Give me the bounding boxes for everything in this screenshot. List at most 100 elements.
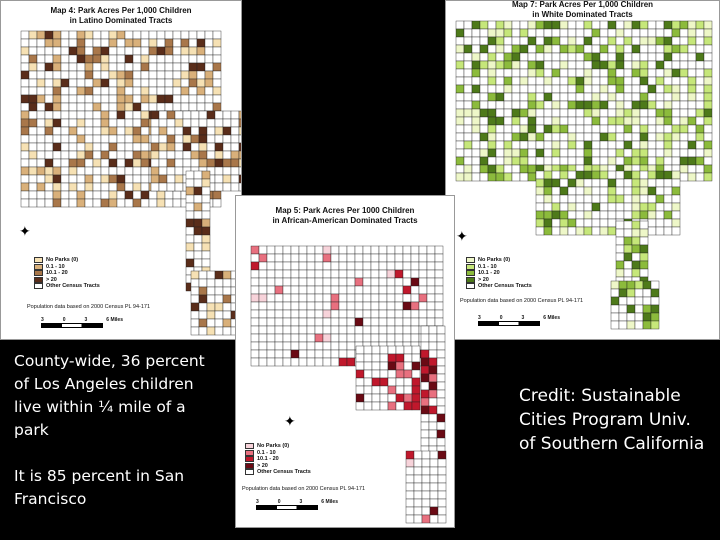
census-tract	[615, 36, 625, 46]
census-tract	[591, 60, 601, 70]
census-tract	[84, 38, 94, 48]
census-tract	[20, 62, 30, 72]
census-tract	[503, 76, 513, 86]
census-tract	[132, 134, 142, 144]
census-tract	[198, 118, 208, 128]
census-tract	[164, 78, 174, 88]
census-tract	[362, 261, 372, 271]
census-tract	[663, 108, 673, 118]
census-tract	[679, 132, 689, 142]
census-tract	[607, 186, 617, 196]
census-tract	[583, 156, 593, 166]
census-tract	[201, 210, 211, 220]
census-tract	[519, 148, 529, 158]
census-tract	[671, 36, 681, 46]
census-tract	[437, 498, 447, 508]
census-tract	[44, 110, 54, 120]
census-tract	[687, 164, 697, 174]
census-tract	[471, 68, 481, 78]
census-tract	[631, 244, 641, 254]
census-tract	[185, 202, 195, 212]
census-tract	[631, 236, 641, 246]
census-tract	[164, 46, 174, 56]
census-tract	[379, 377, 389, 387]
census-tract	[190, 158, 200, 168]
census-tract	[60, 198, 70, 208]
census-tract	[591, 116, 601, 126]
census-tract	[174, 150, 184, 160]
census-tract	[551, 148, 561, 158]
census-tract	[164, 30, 174, 40]
census-tract	[535, 52, 545, 62]
census-tract	[503, 68, 513, 78]
census-tract	[575, 218, 585, 228]
census-tract	[471, 140, 481, 150]
census-tract	[266, 253, 276, 263]
census-tract	[204, 78, 214, 88]
census-tract	[274, 261, 284, 271]
census-tract	[338, 269, 348, 279]
census-tract	[591, 148, 601, 158]
map-latino-tracts: ✦ Map 4: Park Acres Per 1,000 Children i…	[0, 0, 242, 340]
census-tract	[282, 253, 292, 263]
census-tract	[551, 52, 561, 62]
census-tract	[306, 285, 316, 295]
census-tract	[196, 46, 206, 56]
census-tract	[663, 140, 673, 150]
census-tract	[495, 124, 505, 134]
census-tract	[378, 309, 388, 319]
title-line: in White Dominated Tracts	[532, 10, 633, 19]
census-tract	[60, 118, 70, 128]
census-tract	[68, 78, 78, 88]
census-tract	[116, 166, 126, 176]
census-tract	[156, 78, 166, 88]
census-tract	[639, 178, 649, 188]
census-tract	[463, 68, 473, 78]
census-tract	[647, 108, 657, 118]
census-tract	[76, 126, 86, 136]
census-tract	[274, 269, 284, 279]
census-tract	[599, 116, 609, 126]
census-tract	[258, 253, 268, 263]
census-tract	[610, 288, 620, 298]
census-tract	[230, 182, 240, 192]
census-tract	[190, 310, 200, 320]
census-tract	[206, 286, 216, 296]
census-tract	[687, 84, 697, 94]
census-tract	[330, 261, 340, 271]
census-tract	[503, 52, 513, 62]
legend-label: > 20	[46, 276, 57, 283]
census-tract	[623, 140, 633, 150]
census-tract	[387, 345, 397, 355]
census-tract	[455, 116, 465, 126]
census-tract	[639, 260, 649, 270]
census-tract	[28, 70, 38, 80]
census-tract	[238, 142, 241, 152]
census-tract	[282, 277, 292, 287]
census-tract	[575, 76, 585, 86]
census-tract	[206, 302, 216, 312]
census-tract	[426, 317, 436, 327]
census-tract	[543, 148, 553, 158]
census-tract	[655, 186, 665, 196]
census-tract	[583, 76, 593, 86]
census-tract	[180, 46, 190, 56]
census-tract	[551, 116, 561, 126]
census-tract	[551, 20, 561, 30]
census-tract	[206, 270, 216, 280]
census-tract	[626, 296, 636, 306]
census-tract	[527, 76, 537, 86]
census-tract	[403, 353, 413, 363]
legend-label: 10.1 - 20	[46, 270, 68, 276]
census-tract	[655, 36, 665, 46]
census-tract	[471, 164, 481, 174]
census-tract	[140, 174, 150, 184]
census-tract	[338, 285, 348, 295]
census-tract	[703, 132, 713, 142]
census-tract	[84, 62, 94, 72]
census-tract	[306, 341, 316, 351]
census-tract	[60, 174, 70, 184]
census-tract	[28, 46, 38, 56]
census-tract	[282, 301, 292, 311]
census-tract	[687, 148, 697, 158]
